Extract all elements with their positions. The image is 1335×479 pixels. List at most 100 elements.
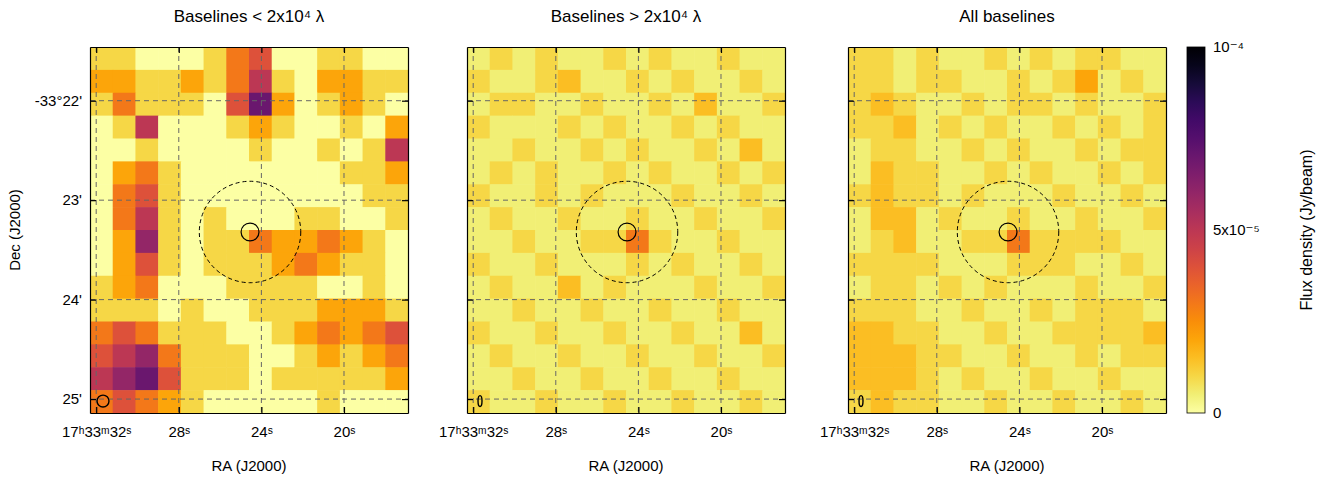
cell xyxy=(1121,299,1144,322)
cell xyxy=(317,70,340,93)
cell xyxy=(317,47,340,70)
cell xyxy=(649,299,672,322)
cell xyxy=(249,230,272,253)
tick-mark xyxy=(402,200,408,201)
cell xyxy=(340,47,363,70)
cell xyxy=(340,322,363,345)
grid-line xyxy=(1101,47,1102,413)
cell xyxy=(317,93,340,116)
cell xyxy=(226,70,249,93)
cell xyxy=(340,299,363,322)
tick xyxy=(638,47,639,53)
tick: -33°22' xyxy=(35,92,96,109)
cell xyxy=(558,207,581,230)
colorbar-axis: 05x10⁻⁵10⁻⁴ xyxy=(1205,38,1260,421)
cell xyxy=(1075,276,1098,299)
cell xyxy=(113,276,136,299)
tick-mark xyxy=(848,399,854,400)
cell xyxy=(1075,390,1098,413)
cell xyxy=(603,344,626,367)
cell xyxy=(893,276,916,299)
cell xyxy=(649,276,672,299)
tick xyxy=(937,47,938,53)
tick-label: 24' xyxy=(62,291,82,308)
cell xyxy=(649,93,672,116)
cell xyxy=(1143,207,1166,230)
cell xyxy=(363,276,386,299)
tick-mark xyxy=(779,300,785,301)
cell xyxy=(272,116,295,139)
cell xyxy=(1007,93,1030,116)
tick-mark xyxy=(96,407,97,413)
cell xyxy=(135,116,158,139)
cell xyxy=(135,184,158,207)
cell xyxy=(340,161,363,184)
cell xyxy=(340,276,363,299)
cell xyxy=(90,93,113,116)
cell xyxy=(249,322,272,345)
cell xyxy=(317,276,340,299)
tick-mark xyxy=(467,101,473,102)
cell xyxy=(467,47,490,70)
cell xyxy=(848,116,871,139)
axis-line xyxy=(785,48,786,414)
cell xyxy=(535,390,558,413)
tick xyxy=(854,47,855,53)
cell xyxy=(671,47,694,70)
tick: 20ˢ xyxy=(1092,407,1114,440)
cell xyxy=(848,93,871,116)
cell xyxy=(1052,184,1075,207)
cell xyxy=(1143,253,1166,276)
tick-mark xyxy=(1102,47,1103,53)
axis-line xyxy=(91,413,409,414)
cell xyxy=(294,367,317,390)
cell xyxy=(249,299,272,322)
tick xyxy=(402,399,408,400)
cell xyxy=(1143,161,1166,184)
cell xyxy=(1075,139,1098,162)
cell xyxy=(1007,116,1030,139)
cell xyxy=(626,139,649,162)
x-axis-title: RA (J2000) xyxy=(588,457,663,474)
plot-area xyxy=(90,47,408,413)
tick: 20ˢ xyxy=(711,407,733,440)
cell xyxy=(1098,93,1121,116)
cell xyxy=(649,230,672,253)
cell xyxy=(893,253,916,276)
cell xyxy=(762,47,785,70)
cell xyxy=(90,390,113,413)
cell xyxy=(1052,230,1075,253)
cell xyxy=(581,276,604,299)
cell xyxy=(740,139,763,162)
cell xyxy=(893,139,916,162)
cell xyxy=(671,299,694,322)
cell xyxy=(649,116,672,139)
cell xyxy=(158,139,181,162)
cell xyxy=(871,184,894,207)
cell xyxy=(893,299,916,322)
cell xyxy=(363,47,386,70)
cell xyxy=(581,299,604,322)
tick xyxy=(848,399,854,400)
tick-mark xyxy=(1102,407,1103,413)
cell xyxy=(694,116,717,139)
colorbar: 05x10⁻⁵10⁻⁴ xyxy=(1187,38,1260,421)
cell xyxy=(512,70,535,93)
tick-mark xyxy=(261,407,262,413)
cell xyxy=(694,390,717,413)
cell xyxy=(1143,116,1166,139)
cell xyxy=(848,47,871,70)
cell xyxy=(1121,139,1144,162)
tick xyxy=(721,47,722,53)
cell xyxy=(135,207,158,230)
tick-label: 17ʰ33ᵐ32ˢ xyxy=(62,423,132,440)
cell xyxy=(135,93,158,116)
cell xyxy=(871,230,894,253)
tick-mark xyxy=(179,47,180,53)
cell xyxy=(671,322,694,345)
cell xyxy=(581,390,604,413)
cell xyxy=(113,70,136,93)
cell xyxy=(272,139,295,162)
cell xyxy=(363,161,386,184)
panel: 17ʰ33ᵐ32ˢ28ˢ24ˢ20ˢBaselines > 2x10⁴ λRA … xyxy=(439,7,786,474)
